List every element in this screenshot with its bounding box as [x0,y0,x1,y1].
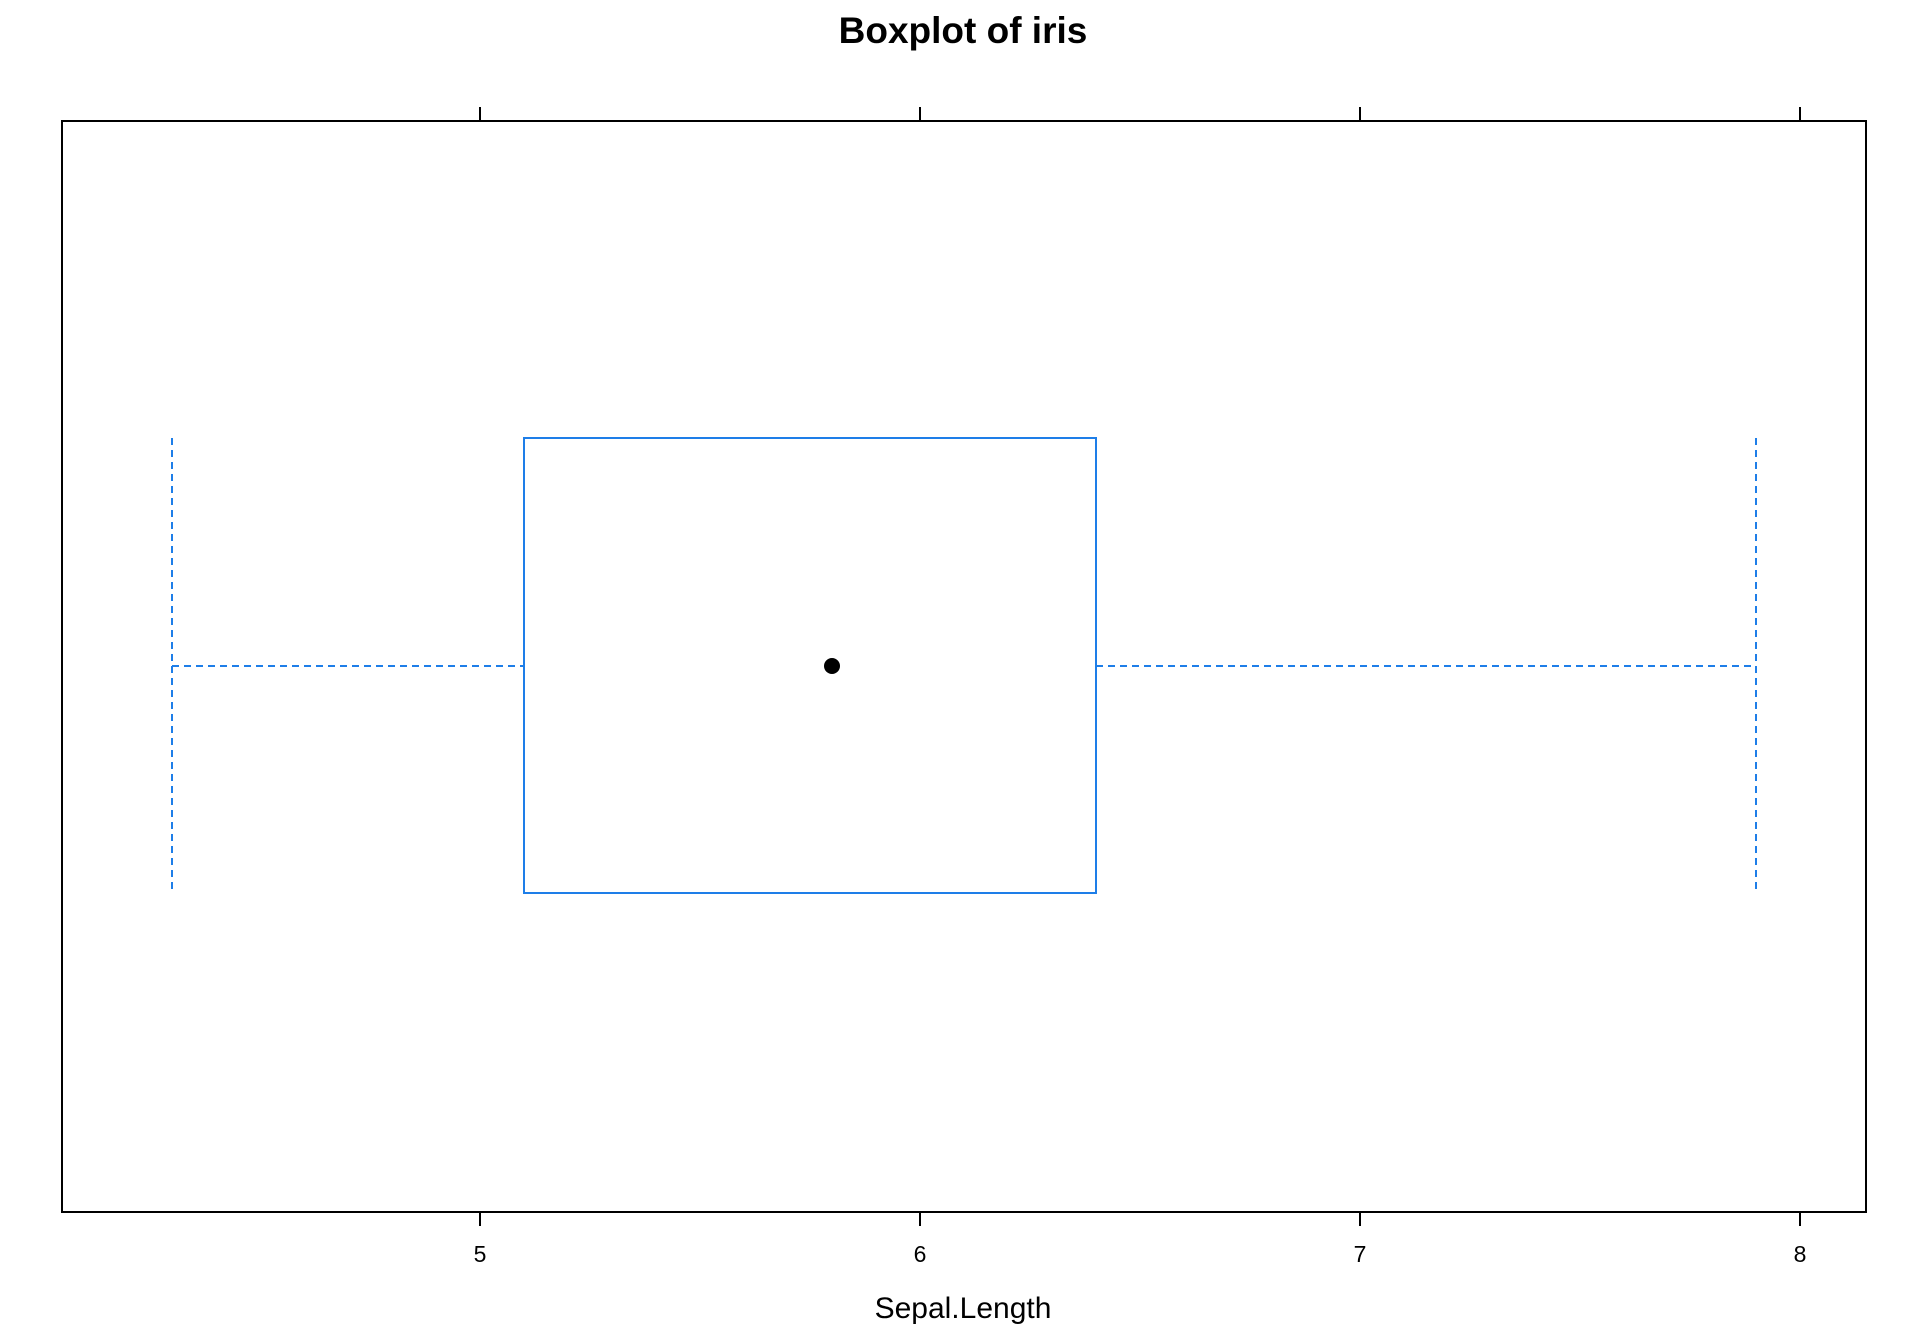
tick-label-8: 8 [1794,1241,1807,1267]
median-dot [824,658,840,674]
chart-title: Boxplot of iris [839,10,1088,51]
top-axis-ticks [479,107,1801,121]
x-axis-label: Sepal.Length [875,1292,1052,1325]
plot-frame [61,120,1867,1213]
iqr-box [523,437,1097,894]
bottom-axis-ticks [479,1212,1801,1226]
tick-label-6: 6 [914,1241,927,1267]
tick-label-5: 5 [474,1241,487,1267]
box-plot [171,437,1757,894]
x-tick-labels: 5 6 7 8 [474,1241,1807,1267]
tick-label-7: 7 [1354,1241,1367,1267]
